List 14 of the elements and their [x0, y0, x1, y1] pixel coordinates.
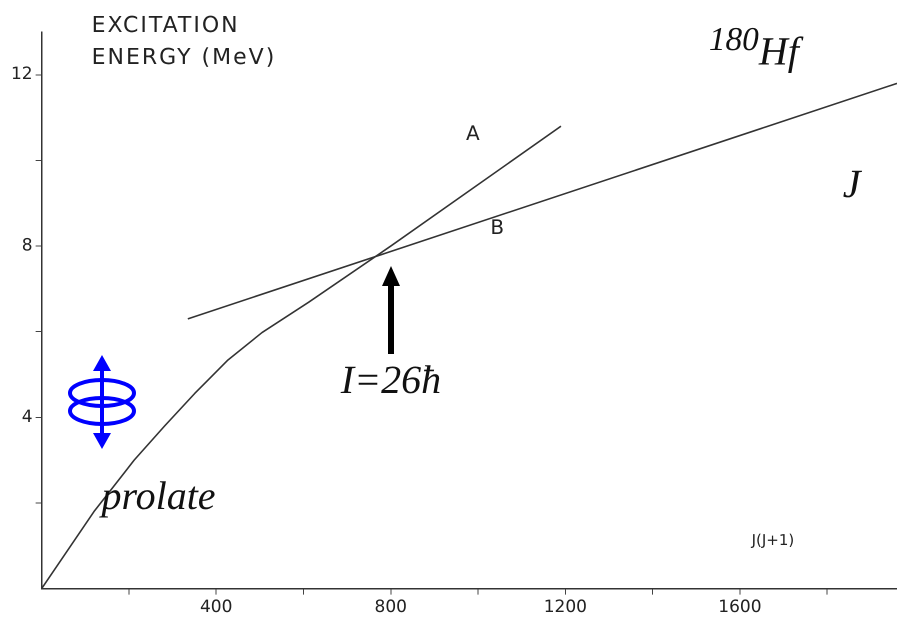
x-tick-label: 800	[374, 597, 407, 618]
y-tick-label: 4	[22, 406, 33, 427]
annotation: I=26ħ	[340, 356, 442, 404]
annotation: J	[842, 160, 861, 208]
x-tick-label: 1200	[544, 597, 587, 618]
series-label: A	[466, 121, 480, 146]
y-tick-label: 8	[22, 236, 33, 256]
y-axis-title: EXCITATION ENERGY (MeV)	[92, 12, 278, 72]
series-label: B	[490, 215, 504, 240]
x-tick-label: 1600	[718, 597, 762, 618]
annotation: prolate	[102, 472, 216, 519]
y-tick-label: 12	[10, 64, 33, 84]
x-axis-title: J(J+1)	[752, 530, 794, 549]
x-tick-label: 400	[200, 597, 232, 618]
